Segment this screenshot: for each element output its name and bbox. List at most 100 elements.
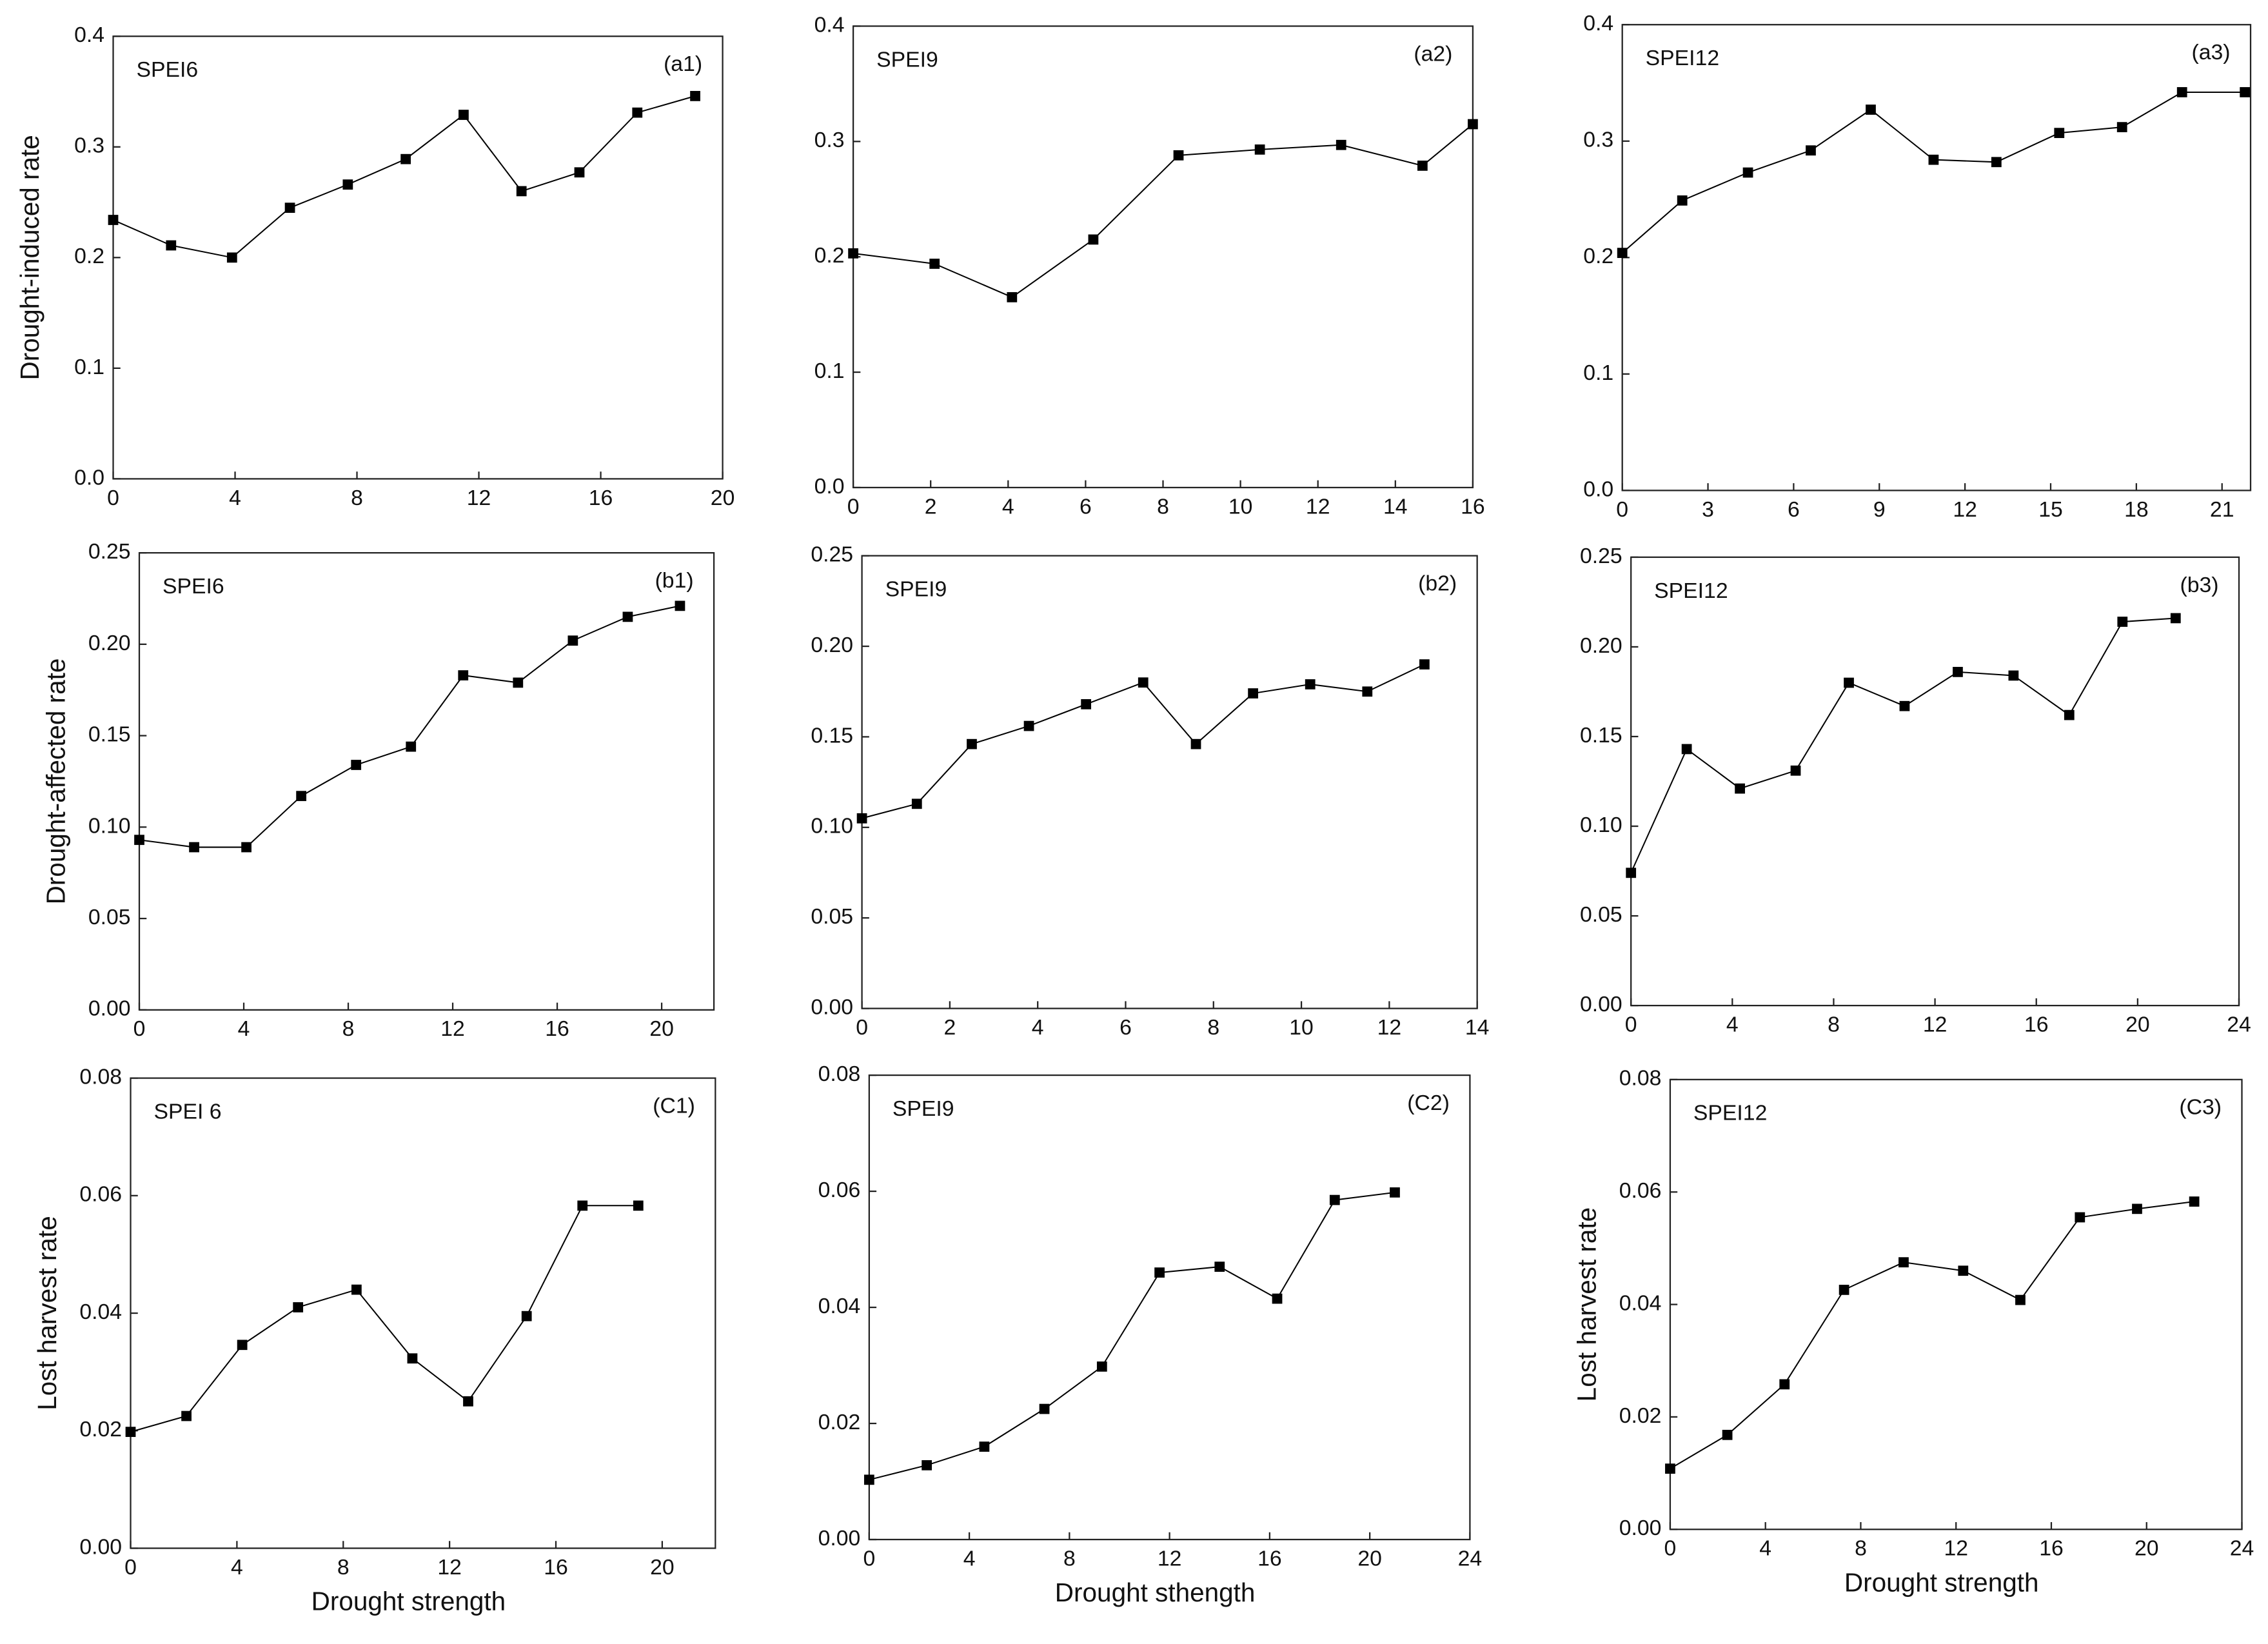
data-point [521,1311,532,1322]
data-point [351,760,362,770]
panel-label: (a3) [2191,40,2230,64]
y-tick-label: 0.20 [88,631,131,655]
plot-frame [130,1077,716,1549]
x-tick-label: 24 [1458,1546,1483,1570]
plot-frame [852,25,1474,489]
y-tick-label: 0.00 [79,1534,122,1559]
x-tick-label: 10 [1289,1015,1314,1040]
data-point [1866,104,1876,115]
x-tick-label: 8 [1063,1546,1076,1570]
data-point [463,1396,473,1407]
y-tick-label: 0.25 [811,542,853,567]
y-tick-label: 0.2 [814,243,845,268]
data-point [1839,1285,1849,1295]
data-point [1305,679,1316,689]
data-point [237,1340,248,1351]
data-point [1953,667,1963,677]
y-axis-label: Drought-affected rate [41,659,71,905]
x-tick-label: 8 [1855,1536,1867,1561]
x-tick-label: 10 [1228,494,1253,519]
x-tick-label: 20 [650,1555,675,1580]
data-point [1138,677,1149,688]
x-tick-label: 20 [1357,1546,1382,1570]
y-tick-label: 0.15 [88,722,131,747]
y-tick-label: 0.04 [79,1300,122,1324]
y-tick-label: 0.2 [1583,244,1613,268]
data-point [1190,738,1201,749]
y-tick-label: 0.1 [74,355,104,379]
x-tick-label: 0 [1664,1536,1677,1561]
data-point [675,600,685,611]
data-point [1329,1194,1340,1205]
panel-label: (b2) [1418,571,1457,596]
y-tick-label: 0.08 [1619,1066,1662,1091]
x-tick-label: 12 [1953,497,1977,522]
x-tick-label: 8 [337,1555,350,1580]
data-point [1677,195,1688,206]
data-point [2189,1196,2200,1207]
y-tick-label: 0.25 [88,539,131,564]
plot-frame [1669,1078,2243,1530]
y-axis-label: Drought-induced rate [15,135,44,380]
panel-label: (b3) [2180,573,2218,597]
data-point [1254,144,1265,155]
data-point [1722,1429,1733,1440]
x-tick-label: 24 [2230,1536,2254,1561]
y-tick-label: 0.3 [74,134,104,158]
data-line [869,1191,1395,1481]
data-point [922,1460,932,1471]
y-tick-label: 0.20 [1580,633,1622,658]
data-point [400,154,411,164]
data-point [1958,1265,1969,1276]
x-tick-label: 8 [1157,494,1169,519]
x-tick-label: 4 [1726,1013,1739,1037]
x-tick-label: 20 [2135,1536,2159,1561]
data-line [1622,91,2245,253]
data-point [516,186,527,197]
data-point [407,1353,418,1364]
x-tick-label: 12 [1923,1013,1948,1037]
y-tick-label: 0.10 [811,814,853,838]
data-point [406,741,417,752]
data-point [2015,1294,2026,1305]
data-point [1362,686,1373,697]
x-tick-label: 2 [925,494,937,519]
x-axis-label: Drought sthength [1055,1578,1256,1607]
plot-frame [138,552,715,1011]
x-tick-label: 12 [440,1016,465,1041]
y-tick-label: 0.00 [1580,992,1622,1016]
x-tick-label: 12 [1377,1015,1402,1040]
data-point [134,835,144,846]
data-point [2054,128,2065,139]
x-tick-label: 18 [2124,497,2149,522]
x-tick-label: 15 [2038,497,2063,522]
data-point [1081,699,1092,709]
x-tick-label: 4 [963,1546,976,1570]
y-tick-label: 0.08 [818,1062,861,1086]
x-tick-label: 20 [649,1016,674,1041]
data-line [130,1205,638,1433]
data-point [1248,688,1258,698]
x-tick-label: 8 [1828,1013,1840,1037]
x-tick-label: 4 [1002,494,1014,519]
x-tick-label: 16 [2024,1013,2049,1037]
data-point [2240,87,2251,97]
data-point [189,842,199,853]
x-tick-label: 8 [351,486,363,510]
panel-label: (a2) [1414,41,1452,66]
data-point [1039,1403,1050,1414]
x-tick-label: 0 [1625,1013,1637,1037]
data-point [567,635,578,646]
plot-frame [1621,24,2252,491]
series-label: SPEI9 [876,47,938,72]
x-tick-label: 12 [1306,494,1330,519]
y-tick-label: 0.00 [1619,1516,1662,1540]
x-tick-label: 2 [944,1015,956,1040]
data-point [241,842,251,853]
x-tick-label: 4 [229,486,241,510]
panel-label: (C3) [2179,1095,2222,1120]
y-tick-label: 0.1 [1583,361,1613,385]
data-point [979,1441,990,1452]
data-point [226,252,237,263]
y-tick-label: 0.10 [1580,813,1622,837]
